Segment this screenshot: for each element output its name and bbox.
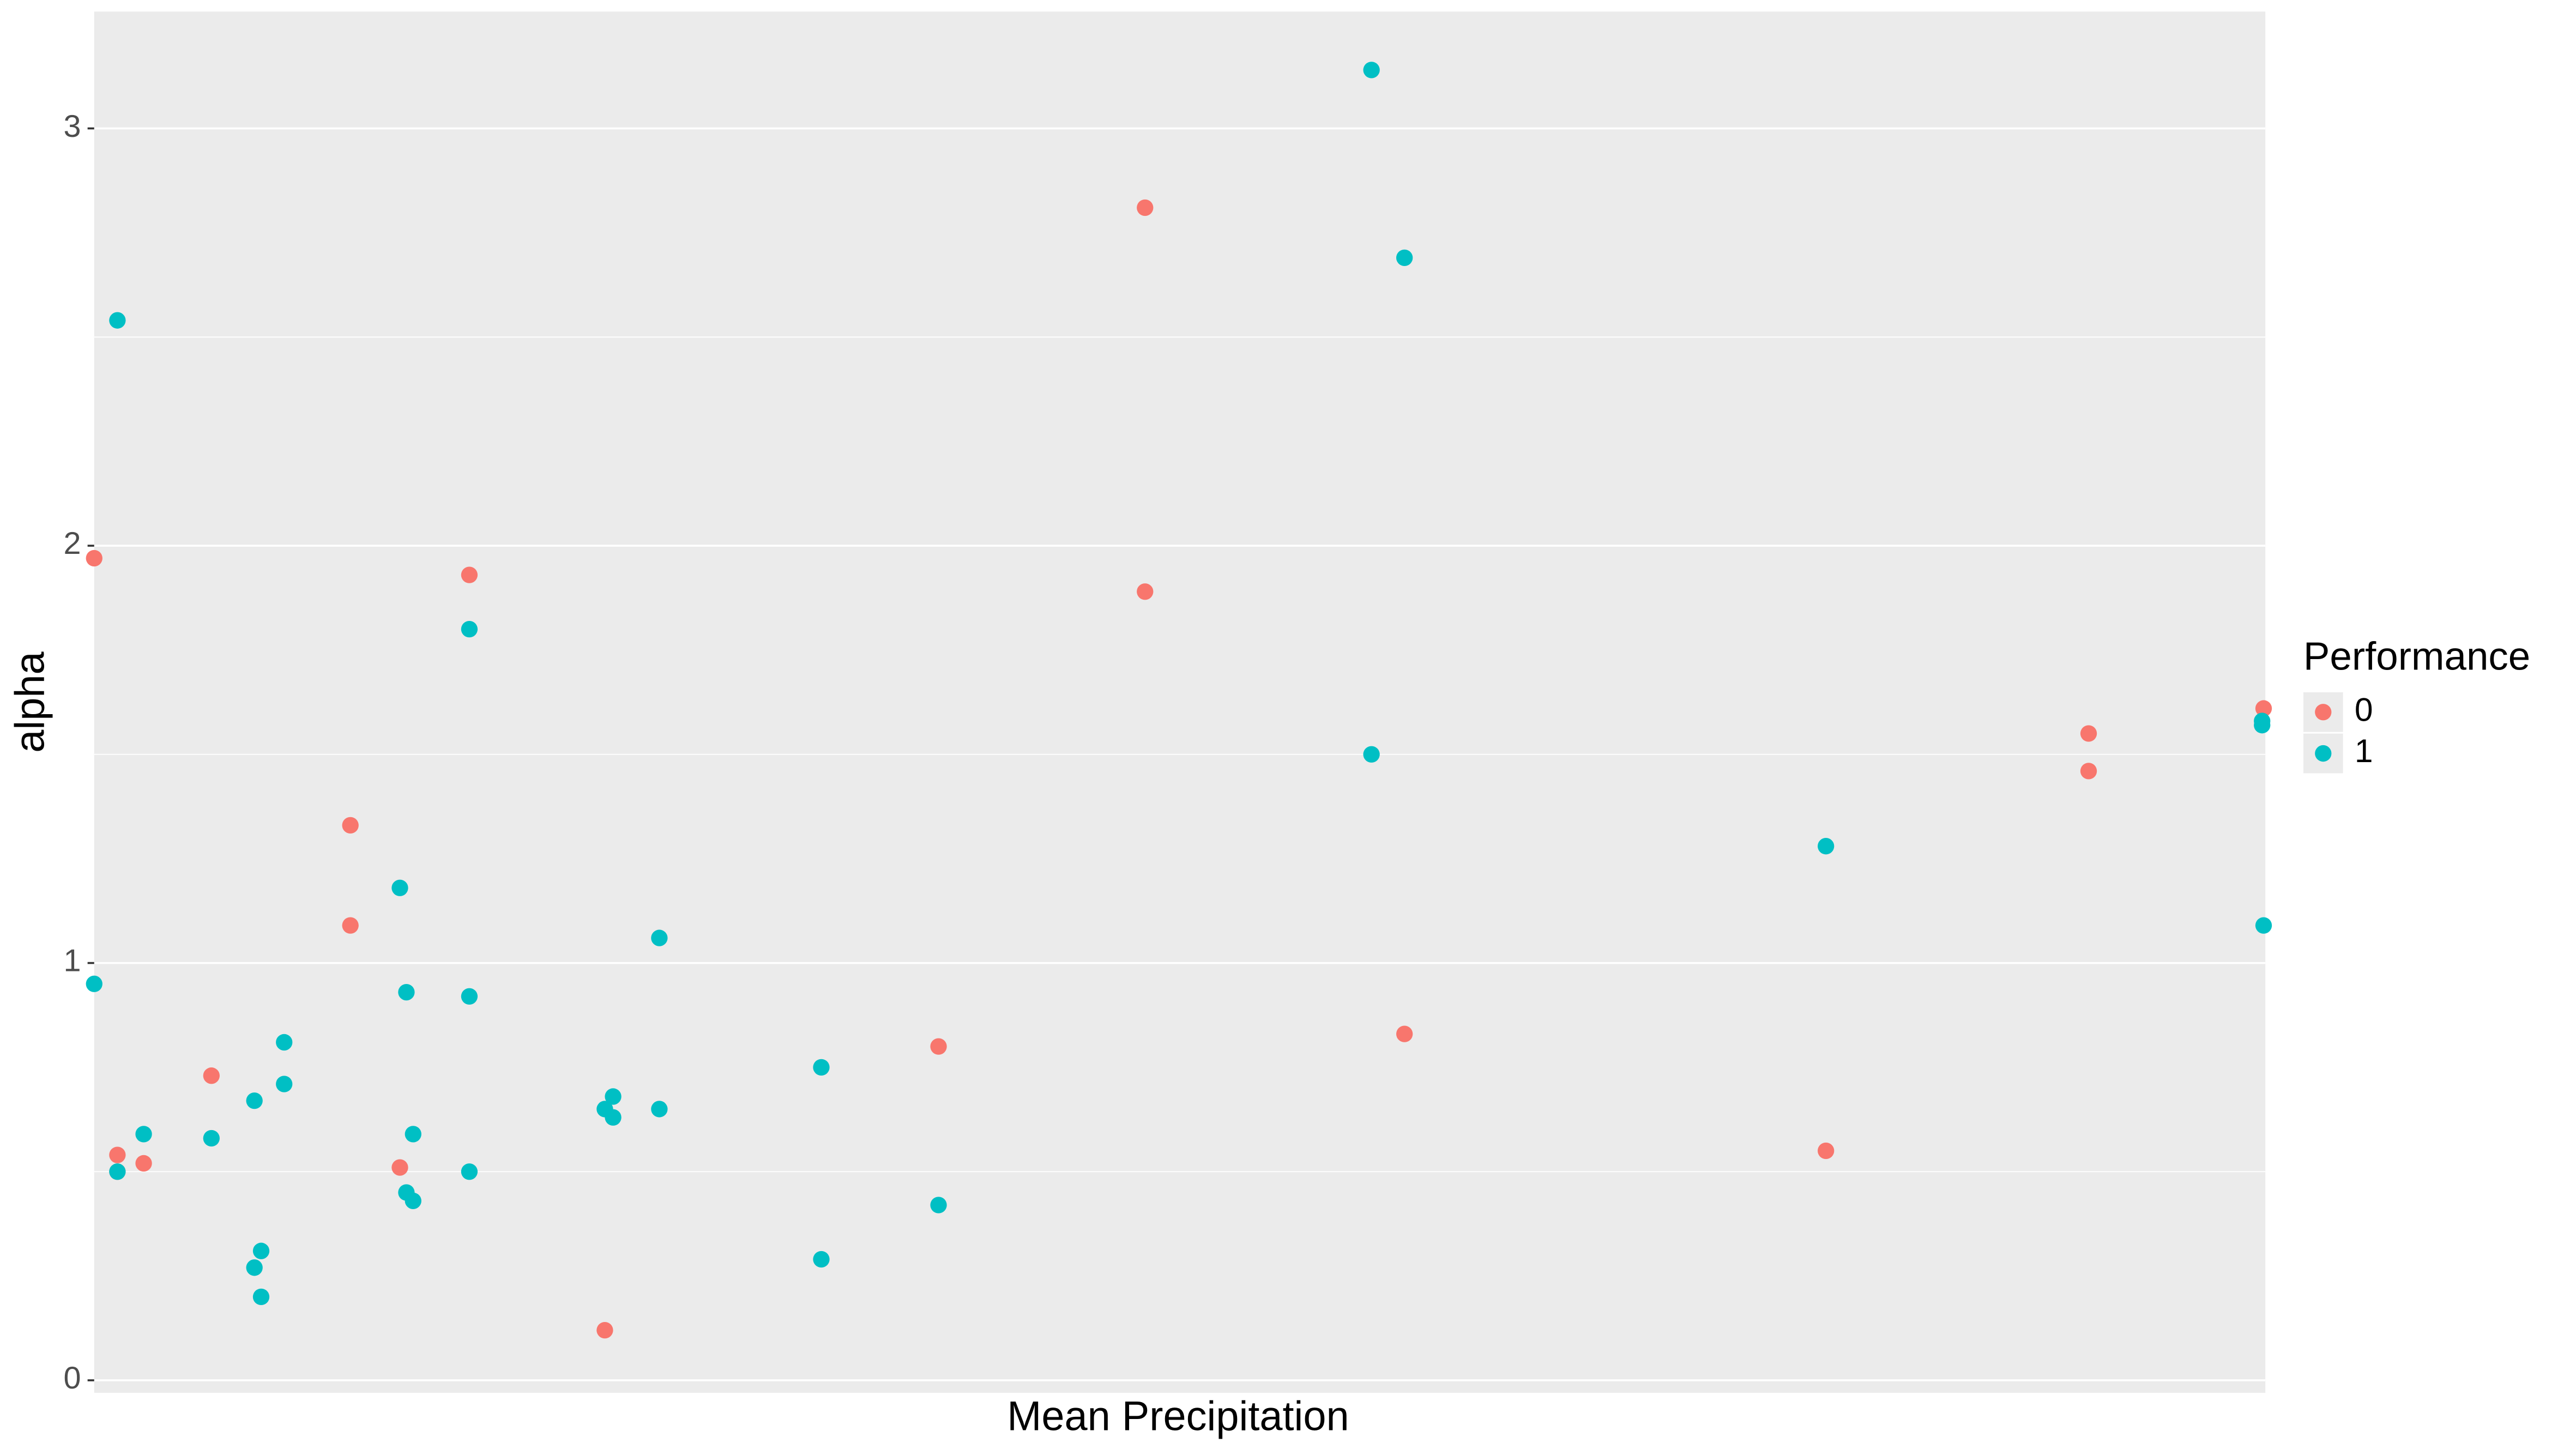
point [1396,249,1413,267]
point [342,917,359,934]
point [252,1242,270,1259]
point [2255,917,2272,934]
legend-title: Performance [2303,635,2530,679]
point [1137,583,1154,600]
point [813,1251,830,1268]
point [2080,763,2097,780]
point [605,1088,622,1105]
legend-label: 0 [2355,691,2373,728]
point [109,1146,126,1163]
legend-swatch [2315,704,2332,721]
point [405,1126,421,1143]
point [1818,1142,1835,1160]
point [135,1155,152,1172]
point [461,620,478,638]
point [246,1092,263,1109]
point [109,1163,126,1180]
y-tick-label: 3 [63,109,81,144]
x-axis-title: Mean Precipitation [1007,1393,1349,1439]
point [1363,746,1380,763]
point [203,1130,220,1147]
point [1137,199,1154,216]
y-tick-label: 1 [63,944,81,979]
point [1363,62,1380,79]
point [651,929,668,946]
point [391,879,408,896]
point [461,988,478,1005]
point [651,1101,668,1118]
point [252,1288,270,1306]
y-tick-label: 0 [63,1361,81,1396]
grid [94,127,2266,1381]
y-axis-title: alpha [7,651,53,753]
point [2255,700,2272,717]
points [86,62,2272,1339]
point [596,1321,613,1339]
legend-swatch [2315,745,2332,762]
legend: Performance 0 1 [2303,635,2530,774]
point [1396,1025,1413,1042]
point [461,566,478,583]
point [203,1067,220,1084]
point [930,1197,947,1213]
point [930,1038,947,1055]
point [135,1126,152,1143]
point [276,1034,293,1051]
point [109,312,126,329]
point [86,975,102,992]
point [86,550,102,567]
point [342,817,359,834]
point [2254,717,2271,734]
point [405,1192,421,1209]
point [398,983,415,1001]
point [461,1163,478,1180]
plot-panel [94,11,2266,1393]
point [246,1259,263,1276]
point [2080,725,2097,742]
y-tick-label: 2 [63,526,81,561]
point [391,1159,408,1176]
point [276,1076,293,1092]
point [1818,838,1835,855]
point [813,1059,830,1076]
point [605,1109,622,1126]
legend-label: 1 [2355,732,2373,769]
